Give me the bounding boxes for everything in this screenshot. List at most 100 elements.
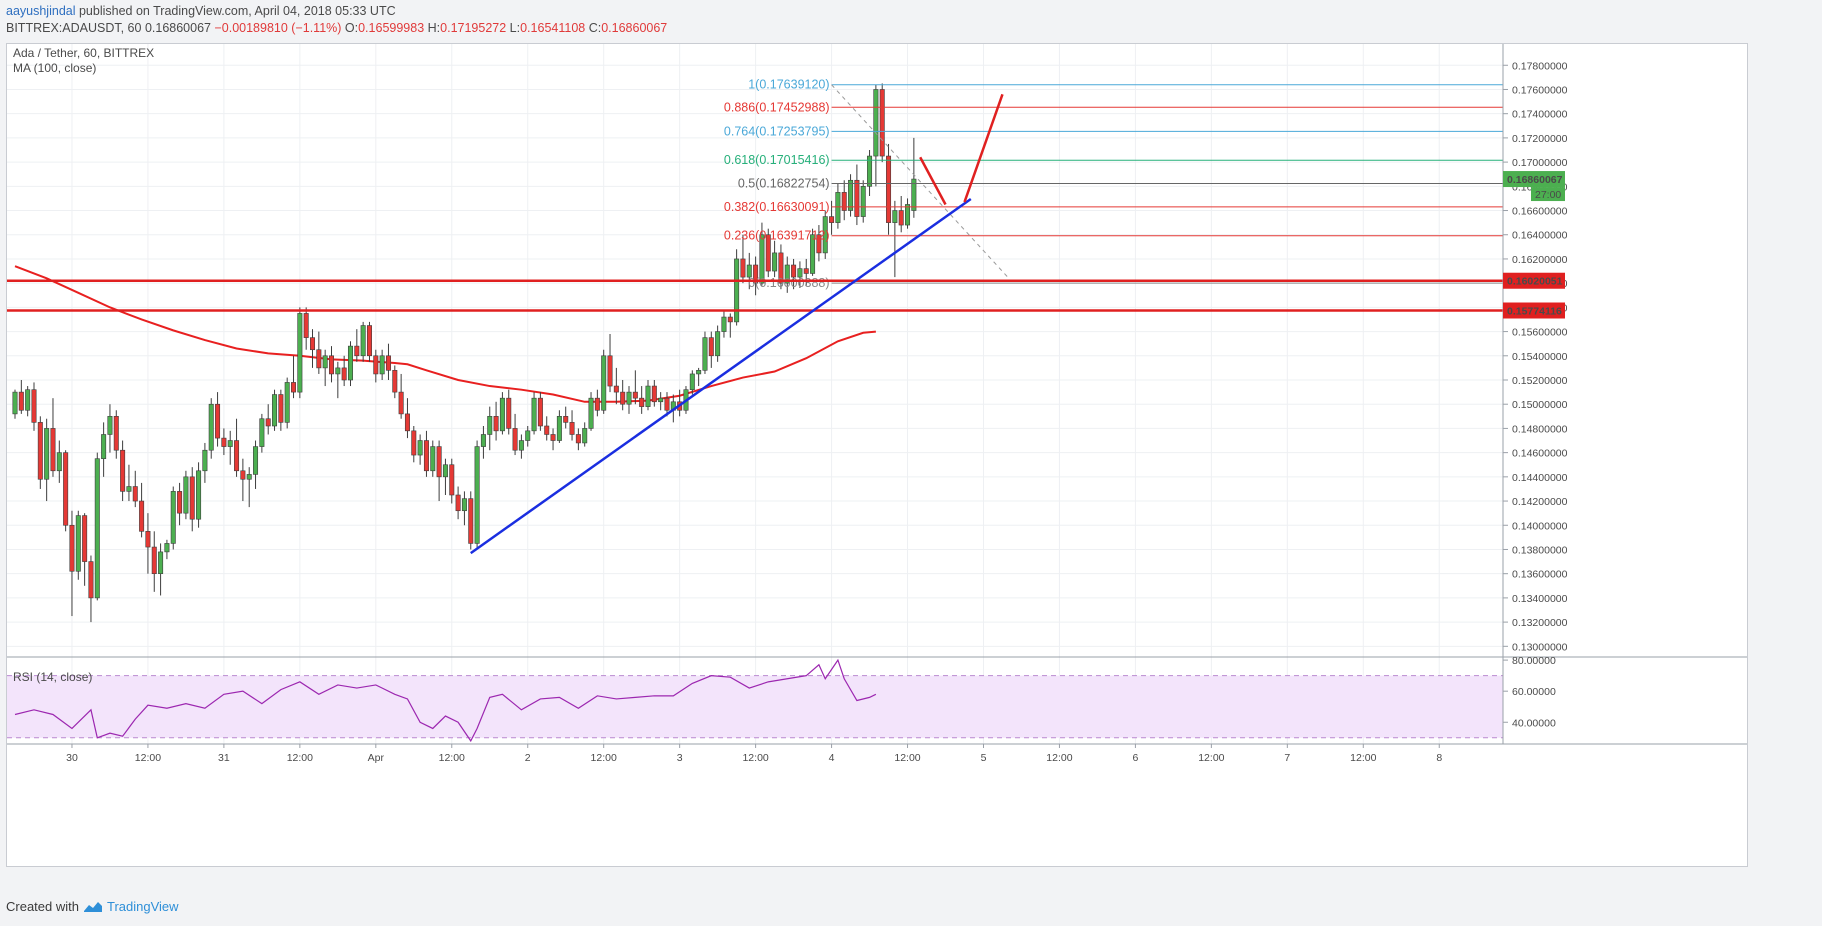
candle-down [189, 476, 195, 520]
candle-down [886, 155, 892, 223]
x-tick-label: Apr [368, 752, 385, 764]
candle-down [898, 210, 904, 226]
x-tick-label: 30 [66, 752, 78, 764]
x-tick-label: 12:00 [1046, 752, 1072, 764]
candle-up [721, 316, 727, 332]
candle-up [689, 373, 695, 390]
candle-down [328, 355, 334, 375]
rsi-line [14, 658, 877, 743]
chart-canvas[interactable]: 1(0.17639120) 0.886(0.17452988) 0.764(0.17… [7, 44, 1747, 866]
candle-down [265, 418, 271, 427]
candle-up [582, 428, 588, 444]
candle-down [398, 391, 404, 415]
price-change: −0.00189810 (−1.11%) [214, 21, 342, 35]
candle-up [759, 234, 765, 284]
y-tick-label: 0.13800000 [1512, 544, 1568, 556]
open-label: O: [344, 21, 359, 35]
symbol-label: BITTREX:ADAUSDT, 60 [6, 21, 142, 35]
chart-title: Ada / Tether, 60, BITTREX [13, 46, 154, 60]
x-tick-label: 12:00 [1350, 752, 1376, 764]
candle-up [417, 440, 423, 456]
y-tick-label: 0.15200000 [1512, 375, 1568, 387]
trendline [470, 198, 972, 555]
tradingview-logo-icon [83, 901, 103, 916]
candle-up [518, 440, 524, 451]
axes: 0.17800000 0.17600000 0.17400000 0.17200000… [7, 44, 1747, 764]
candle-down [132, 486, 138, 502]
x-tick-label: 12:00 [591, 752, 617, 764]
y-tick-label: 0.13400000 [1512, 593, 1568, 605]
candle-down [139, 500, 145, 532]
candle-up [360, 325, 366, 357]
y-tick-label: 0.17200000 [1512, 133, 1568, 145]
candle-up [626, 391, 632, 405]
candle-down [563, 416, 569, 423]
candle-up [196, 470, 202, 520]
candle-up [487, 416, 493, 435]
candle-down [18, 391, 24, 411]
candle-up [892, 210, 898, 223]
candle-up [284, 382, 290, 423]
candle-up [75, 515, 81, 572]
x-tick-label: 12:00 [1198, 752, 1224, 764]
projection-line [919, 156, 947, 206]
price-label: 0.16020051 [1507, 276, 1563, 288]
high-value: 0.17195272 [440, 21, 507, 35]
candle-up [867, 155, 873, 187]
candle-up [101, 434, 107, 459]
footer: Created with TradingView [6, 899, 179, 916]
candle-down [221, 437, 227, 447]
rsi-legend: RSI (14, close) [13, 670, 92, 684]
candle-down [803, 268, 809, 274]
candle-down [537, 397, 543, 427]
candle-down [82, 515, 88, 562]
candle-up [702, 337, 708, 371]
candle-down [613, 385, 619, 393]
close-value: 0.16860067 [601, 21, 668, 35]
rsi-line [14, 658, 877, 743]
candle-down [31, 389, 37, 423]
candle-down [303, 313, 309, 338]
chart-frame[interactable]: 1(0.17639120) 0.886(0.17452988) 0.764(0.17… [6, 43, 1748, 867]
y-tick-label: 0.17800000 [1512, 60, 1568, 72]
author-link[interactable]: aayushjindal [6, 4, 76, 18]
close-label: C: [588, 21, 602, 35]
candle-down [512, 428, 518, 451]
y-tick-label: 0.16200000 [1512, 254, 1568, 266]
high-label: H: [427, 21, 441, 35]
candle-down [544, 425, 550, 435]
candle-up [94, 458, 100, 599]
symbol-info: BITTREX:ADAUSDT, 60 0.16860067 −0.001898… [6, 21, 667, 35]
candle-up [164, 543, 170, 553]
x-tick-label: 3 [677, 752, 683, 764]
tradingview-brand[interactable]: TradingView [106, 899, 179, 914]
candle-up [734, 258, 740, 323]
fib-diagonal [831, 84, 1010, 279]
candle-down [373, 355, 379, 375]
rsi-band-fill [7, 675, 1503, 738]
y-tick-label: 0.17000000 [1512, 157, 1568, 169]
candle-down [493, 416, 499, 432]
candle-up [860, 186, 866, 217]
rsi-tick-label: 60.00000 [1512, 686, 1556, 698]
candle-down [651, 385, 657, 403]
candle-up [797, 268, 803, 278]
candle-up [107, 416, 113, 435]
candle-down [753, 264, 759, 284]
candle-up [696, 370, 702, 375]
created-with-text: Created with [6, 899, 79, 914]
candle-down [385, 355, 391, 371]
candle-up [208, 403, 214, 451]
price-label-bg [1503, 272, 1565, 289]
candle-up [347, 345, 353, 381]
candle-up [246, 474, 252, 480]
candle-down [740, 258, 746, 278]
y-tick-label: 0.13000000 [1512, 641, 1568, 653]
candle-down [145, 531, 151, 548]
candle-down [468, 498, 474, 544]
candle-down [177, 491, 183, 514]
fib-label: 0.618(0.17015416) [724, 153, 830, 167]
x-tick-label: 2 [525, 752, 531, 764]
candle-up [911, 178, 917, 211]
low-label: L: [509, 21, 521, 35]
